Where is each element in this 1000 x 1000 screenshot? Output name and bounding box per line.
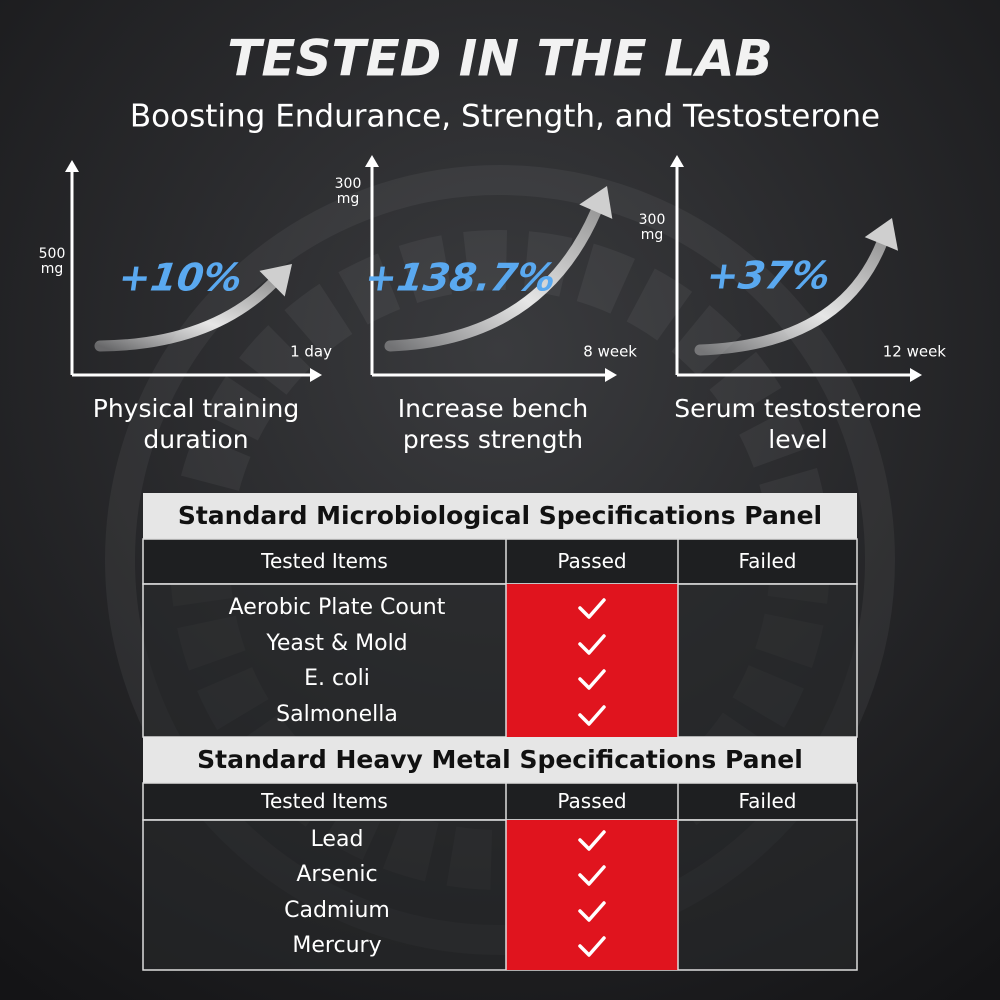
change: +37%: [704, 255, 833, 299]
check-icon: [578, 865, 606, 886]
change: +138.7%: [362, 257, 558, 301]
table-body: [142, 819, 858, 971]
passed-column: [506, 584, 678, 737]
check-icon: [578, 830, 606, 851]
table-title: Standard Heavy Metal Specifications Pane…: [197, 745, 803, 774]
spec-table: Standard Heavy Metal Specifications Pane…: [142, 737, 858, 971]
check-icon: [578, 705, 606, 726]
period: 12 week: [883, 343, 947, 361]
growth-arrow: [94, 278, 278, 352]
table-title-bar: [143, 493, 857, 539]
period: 1 day: [290, 343, 332, 361]
dose-unit: mg: [337, 191, 360, 207]
period: 8 week: [583, 343, 637, 361]
passed-column: [506, 820, 678, 970]
x-axis-head: [310, 368, 322, 382]
spec-table: Standard Microbiological Specifications …: [142, 493, 858, 738]
y-axis-head: [365, 155, 379, 167]
caption-line: Increase bench: [398, 394, 588, 423]
growth-arrow-head: [864, 218, 899, 251]
dose-unit: mg: [41, 261, 64, 277]
change: +10%: [116, 257, 245, 301]
caption-line: press strength: [403, 425, 583, 454]
caption-line: Serum testosterone: [674, 394, 921, 423]
growth-arrow-head: [579, 186, 613, 219]
column-header: Passed: [557, 789, 626, 813]
table-title: Standard Microbiological Specifications …: [178, 501, 822, 530]
check-icon: [578, 669, 606, 690]
table-body: [142, 583, 858, 738]
check-icon: [578, 901, 606, 922]
dose-value: 500: [39, 246, 66, 262]
dose-value: 300: [335, 176, 362, 192]
y-axis-head: [65, 160, 79, 172]
check-icon: [578, 634, 606, 655]
table-header-row: [142, 782, 858, 821]
column-header: Tested Items: [260, 789, 388, 813]
dose-value: 300: [639, 212, 666, 228]
tested-item: Cadmium: [284, 898, 390, 923]
caption-line: level: [768, 425, 827, 454]
tested-item: Arsenic: [296, 862, 377, 887]
y-axis-head: [670, 155, 684, 167]
tested-item: E. coli: [304, 666, 370, 691]
check-icon: [578, 598, 606, 619]
tested-item: Lead: [311, 827, 364, 852]
table-title-bar: [143, 737, 857, 783]
tested-item: Mercury: [292, 933, 381, 958]
column-header: Passed: [557, 549, 626, 573]
tested-item: Salmonella: [276, 702, 398, 727]
tested-item: Yeast & Mold: [265, 631, 407, 656]
column-header: Tested Items: [260, 549, 388, 573]
column-header: Failed: [738, 549, 796, 573]
x-axis-head: [605, 368, 617, 382]
caption-line: duration: [143, 425, 248, 454]
caption-line: Physical training: [93, 394, 300, 423]
growth-arrow: [384, 206, 602, 352]
tables: Standard Microbiological Specifications …: [142, 493, 858, 971]
tested-item: Aerobic Plate Count: [229, 595, 446, 620]
growth-arrow: [694, 238, 887, 356]
growth-arrow-head: [259, 264, 292, 297]
check-icon: [578, 936, 606, 957]
subtitle: Boosting Endurance, Strength, and Testos…: [130, 99, 880, 135]
column-header: Failed: [738, 789, 796, 813]
x-axis-head: [910, 368, 922, 382]
title: TESTED IN THE LAB: [227, 30, 772, 88]
dose-unit: mg: [641, 227, 664, 243]
